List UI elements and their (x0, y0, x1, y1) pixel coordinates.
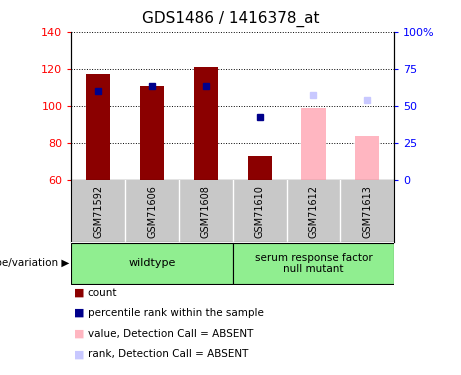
Text: percentile rank within the sample: percentile rank within the sample (88, 308, 264, 318)
Bar (140, 86, 164, 180)
Bar (71, 243, 233, 284)
Bar (194, 67, 218, 180)
Text: GSM71592: GSM71592 (93, 185, 103, 238)
Text: GSM71608: GSM71608 (201, 185, 211, 238)
Text: value, Detection Call = ABSENT: value, Detection Call = ABSENT (88, 329, 253, 339)
Bar (355, 136, 379, 180)
Text: GSM71612: GSM71612 (308, 185, 319, 238)
Text: rank, Detection Call = ABSENT: rank, Detection Call = ABSENT (88, 350, 248, 359)
Text: ■: ■ (74, 329, 84, 339)
Text: genotype/variation ▶: genotype/variation ▶ (0, 258, 69, 268)
Text: ■: ■ (74, 350, 84, 359)
Bar (301, 108, 325, 180)
Bar (233, 243, 394, 284)
Bar (248, 156, 272, 180)
Text: count: count (88, 288, 117, 297)
Text: GSM71610: GSM71610 (254, 185, 265, 238)
Text: GSM71606: GSM71606 (147, 185, 157, 238)
Text: GSM71613: GSM71613 (362, 185, 372, 238)
Text: GDS1486 / 1416378_at: GDS1486 / 1416378_at (142, 11, 319, 27)
Text: ■: ■ (74, 308, 84, 318)
Text: ■: ■ (74, 288, 84, 297)
Text: serum response factor
null mutant: serum response factor null mutant (254, 253, 372, 274)
Text: wildtype: wildtype (129, 258, 176, 268)
Bar (86, 75, 111, 180)
